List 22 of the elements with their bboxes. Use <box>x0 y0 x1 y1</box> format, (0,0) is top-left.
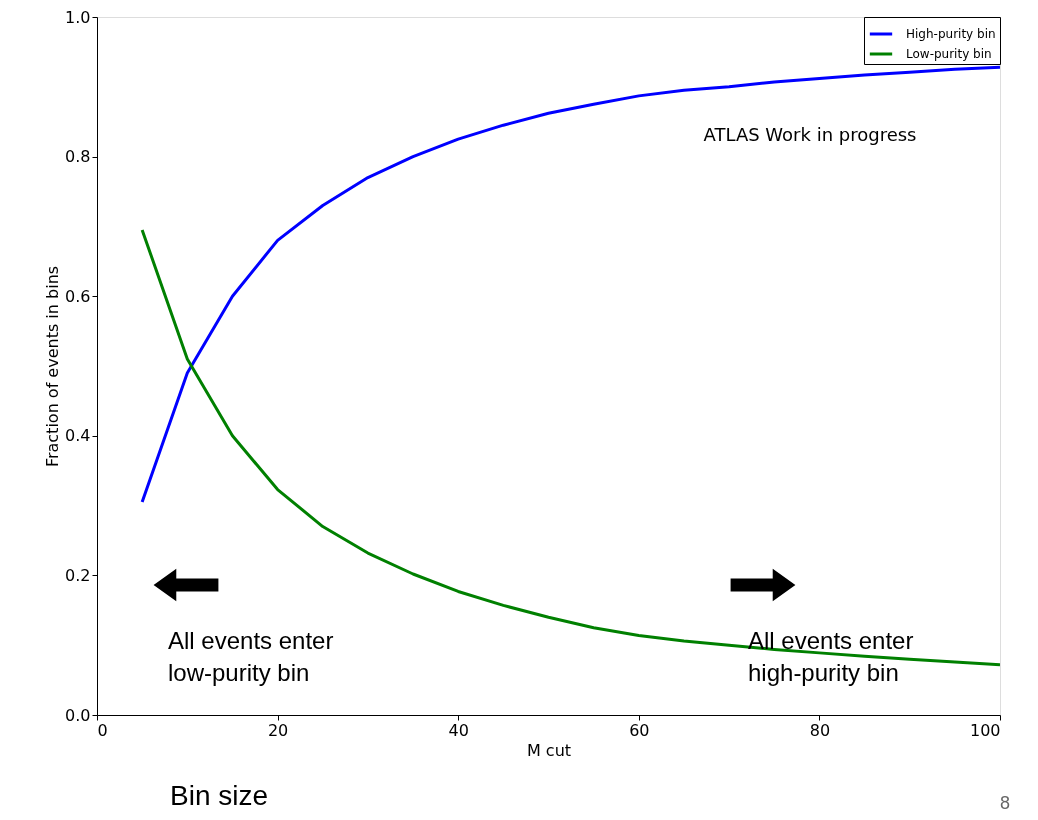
annotation: ATLAS Work in progress <box>703 124 917 145</box>
x-axis-title: M cut <box>526 740 572 760</box>
y-tick-label: 0.0 <box>65 705 91 725</box>
text: Bin size <box>170 780 269 811</box>
y-tick-label: 0.2 <box>65 565 91 585</box>
annotation: All events enter high-purity bin <box>748 627 914 687</box>
x-tick-label: 40 <box>448 720 469 740</box>
x-tick-label: 80 <box>809 720 831 740</box>
y-tick-label: 1.0 <box>65 7 91 27</box>
y-tick-label: 0.4 <box>65 426 91 446</box>
x-tick-label: 60 <box>629 720 650 740</box>
text: 8 <box>999 793 1010 813</box>
y-axis-title: Fraction of events in bins <box>43 265 63 468</box>
y-tick-label: 0.6 <box>65 286 91 306</box>
legend-label: High-purity bin <box>906 27 996 41</box>
line-series <box>140 65 1000 504</box>
x-tick-label: 0 <box>97 720 108 740</box>
legend-label: Low-purity bin <box>906 47 992 61</box>
annotation: All events enter low-purity bin <box>168 627 334 687</box>
y-tick-label: 0.8 <box>65 147 91 167</box>
x-tick-label: 100 <box>969 720 1001 740</box>
x-tick-label: 20 <box>267 720 289 740</box>
